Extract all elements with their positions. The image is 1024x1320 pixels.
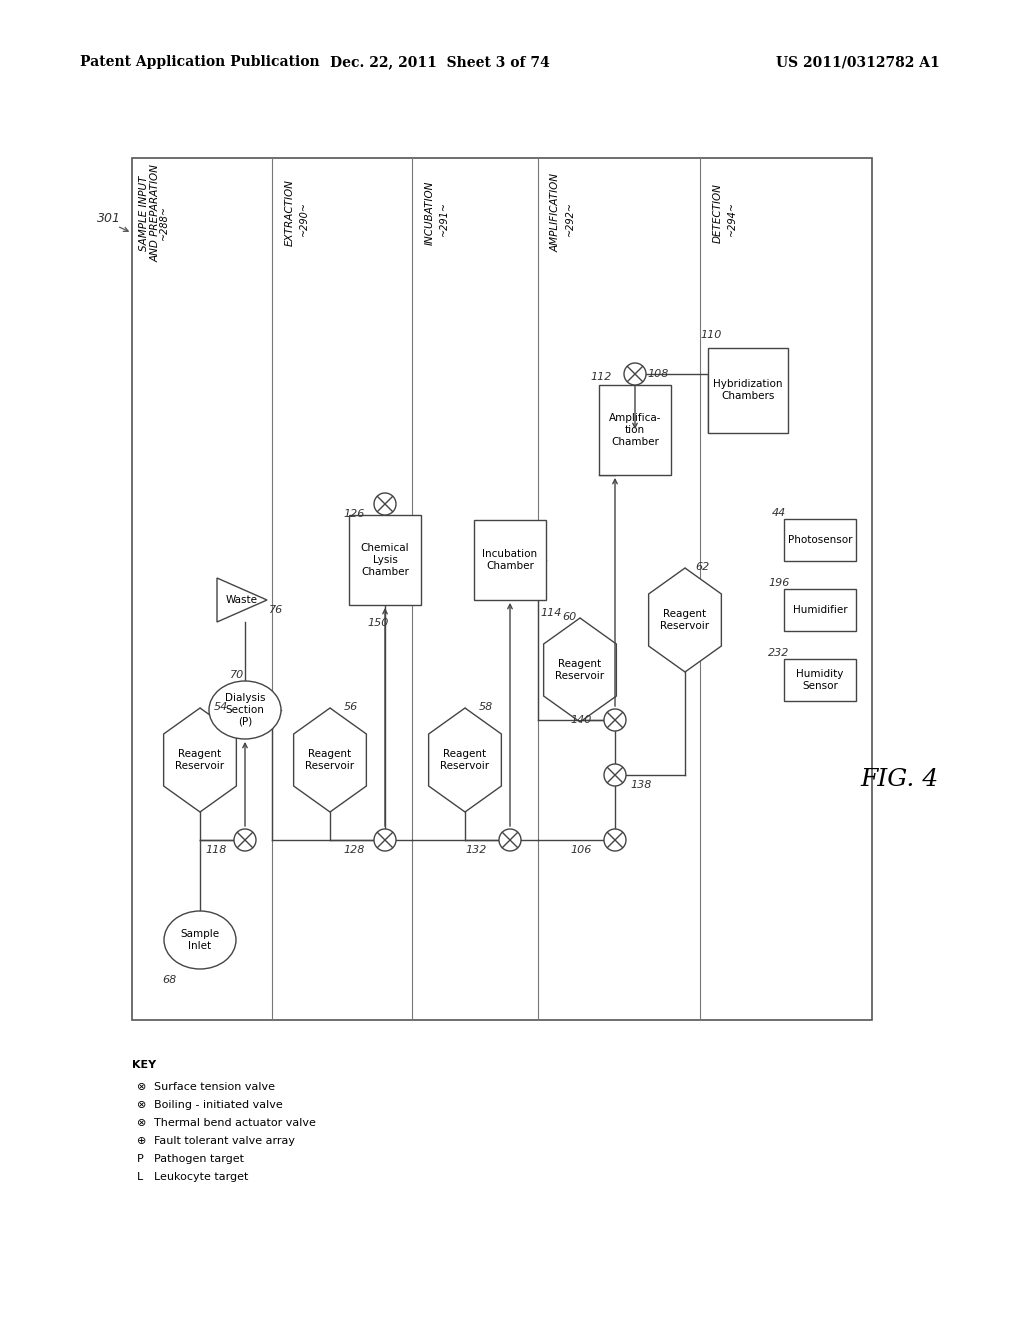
Text: Chemical
Lysis
Chamber: Chemical Lysis Chamber <box>360 544 410 577</box>
Text: 44: 44 <box>772 508 786 517</box>
Text: 56: 56 <box>344 702 358 711</box>
Text: Reagent
Reservoir: Reagent Reservoir <box>555 659 604 681</box>
Bar <box>784 589 856 631</box>
Circle shape <box>604 829 626 851</box>
Text: 70: 70 <box>230 671 245 680</box>
Polygon shape <box>294 708 367 812</box>
Text: P: P <box>137 1154 143 1164</box>
Text: 106: 106 <box>570 845 592 855</box>
Circle shape <box>234 829 256 851</box>
Text: Pathogen target: Pathogen target <box>154 1154 244 1164</box>
Text: Surface tension valve: Surface tension valve <box>154 1082 275 1092</box>
Circle shape <box>624 363 646 385</box>
Ellipse shape <box>164 911 236 969</box>
Text: Thermal bend actuator valve: Thermal bend actuator valve <box>154 1118 315 1129</box>
Text: Waste: Waste <box>226 595 258 605</box>
Text: ~291~: ~291~ <box>439 201 449 235</box>
Text: Boiling - initiated valve: Boiling - initiated valve <box>154 1100 283 1110</box>
Text: 62: 62 <box>695 562 710 572</box>
Text: ~290~: ~290~ <box>299 201 309 235</box>
Text: 132: 132 <box>465 845 486 855</box>
Text: Dialysis
Section
(P): Dialysis Section (P) <box>224 693 265 726</box>
Text: 54: 54 <box>214 702 228 711</box>
Text: 114: 114 <box>540 609 561 618</box>
Text: Reagent
Reservoir: Reagent Reservoir <box>175 750 224 771</box>
Polygon shape <box>544 618 616 722</box>
Polygon shape <box>648 568 721 672</box>
Text: FIG. 4: FIG. 4 <box>861 768 939 792</box>
Text: 128: 128 <box>343 845 365 855</box>
Bar <box>474 520 546 601</box>
Text: 68: 68 <box>162 975 176 985</box>
Text: 126: 126 <box>343 510 365 519</box>
Text: 108: 108 <box>647 370 669 379</box>
Text: AMPLIFICATION: AMPLIFICATION <box>551 173 561 252</box>
Text: INCUBATION: INCUBATION <box>425 181 435 246</box>
Text: ⊗: ⊗ <box>137 1100 146 1110</box>
Text: 232: 232 <box>768 648 790 657</box>
Text: Amplifica-
tion
Chamber: Amplifica- tion Chamber <box>608 413 662 446</box>
Text: Fault tolerant valve array: Fault tolerant valve array <box>154 1137 295 1146</box>
Text: ~294~: ~294~ <box>727 201 737 235</box>
Circle shape <box>604 709 626 731</box>
Text: DETECTION: DETECTION <box>713 183 723 243</box>
Text: 110: 110 <box>700 330 721 341</box>
Text: Leukocyte target: Leukocyte target <box>154 1172 249 1181</box>
Text: Humidifier: Humidifier <box>793 605 847 615</box>
Text: US 2011/0312782 A1: US 2011/0312782 A1 <box>776 55 940 69</box>
Text: KEY: KEY <box>132 1060 156 1071</box>
Text: 112: 112 <box>590 372 611 381</box>
Circle shape <box>374 492 396 515</box>
Text: 140: 140 <box>570 715 592 725</box>
Bar <box>708 347 788 433</box>
Text: 196: 196 <box>768 578 790 587</box>
Text: 60: 60 <box>562 612 577 622</box>
Bar <box>784 519 856 561</box>
Polygon shape <box>164 708 237 812</box>
Text: 76: 76 <box>269 605 284 615</box>
Text: Dec. 22, 2011  Sheet 3 of 74: Dec. 22, 2011 Sheet 3 of 74 <box>330 55 550 69</box>
Text: ⊗: ⊗ <box>137 1082 146 1092</box>
Text: SAMPLE INPUT
AND PREPARATION: SAMPLE INPUT AND PREPARATION <box>139 164 161 261</box>
Text: Photosensor: Photosensor <box>787 535 852 545</box>
Text: Sample
Inlet: Sample Inlet <box>180 929 219 950</box>
Polygon shape <box>429 708 502 812</box>
Polygon shape <box>217 578 267 622</box>
Text: L: L <box>137 1172 143 1181</box>
Text: Hybridization
Chambers: Hybridization Chambers <box>714 379 782 401</box>
Text: 150: 150 <box>367 618 388 628</box>
Text: ⊗: ⊗ <box>137 1118 146 1129</box>
Text: Incubation
Chamber: Incubation Chamber <box>482 549 538 570</box>
Bar <box>784 659 856 701</box>
Text: ~292~: ~292~ <box>565 201 575 235</box>
Circle shape <box>604 764 626 785</box>
Text: 138: 138 <box>630 780 651 789</box>
Circle shape <box>374 829 396 851</box>
Text: Humidity
Sensor: Humidity Sensor <box>797 669 844 690</box>
Bar <box>599 385 671 475</box>
Text: 58: 58 <box>479 702 494 711</box>
Text: ~288~: ~288~ <box>159 206 169 240</box>
Text: Reagent
Reservoir: Reagent Reservoir <box>660 610 710 631</box>
Text: Reagent
Reservoir: Reagent Reservoir <box>440 750 489 771</box>
Text: 118: 118 <box>205 845 226 855</box>
Ellipse shape <box>209 681 281 739</box>
Text: EXTRACTION: EXTRACTION <box>285 180 295 247</box>
Text: 301: 301 <box>97 211 121 224</box>
Text: ⊕: ⊕ <box>137 1137 146 1146</box>
Circle shape <box>499 829 521 851</box>
Bar <box>349 515 421 605</box>
Text: Patent Application Publication: Patent Application Publication <box>80 55 319 69</box>
Text: Reagent
Reservoir: Reagent Reservoir <box>305 750 354 771</box>
Bar <box>132 158 872 1020</box>
